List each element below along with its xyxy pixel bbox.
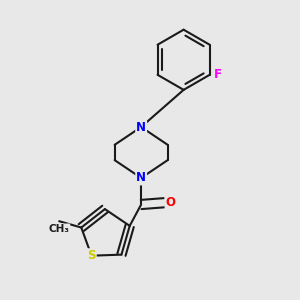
Text: S: S — [87, 249, 96, 262]
Text: F: F — [213, 68, 221, 81]
Text: CH₃: CH₃ — [49, 224, 70, 234]
Text: N: N — [136, 172, 146, 184]
Text: O: O — [166, 196, 176, 209]
Text: N: N — [136, 121, 146, 134]
